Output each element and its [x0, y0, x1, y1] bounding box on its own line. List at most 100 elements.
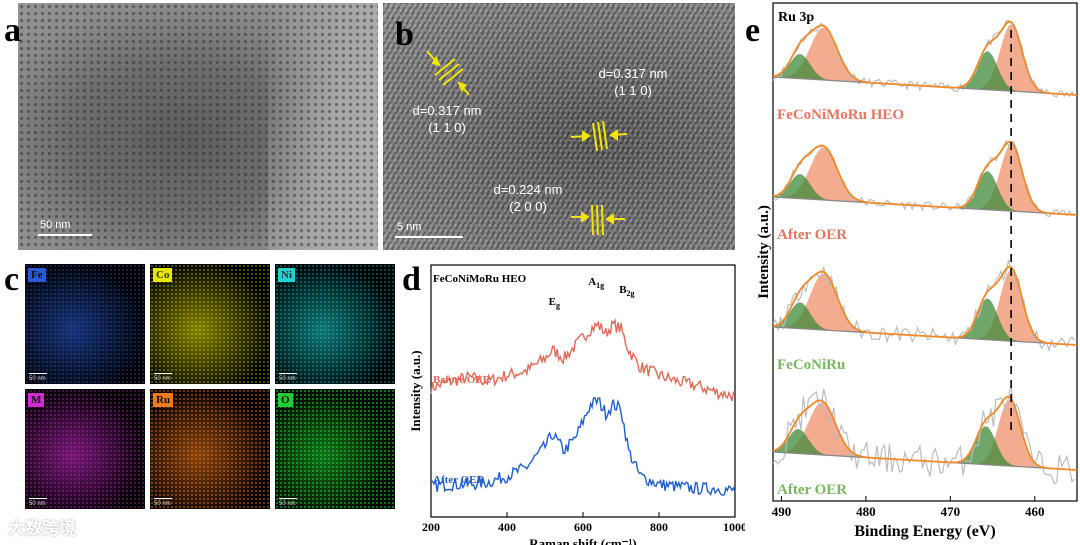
eds-map-co: Co 50 nm — [150, 264, 270, 384]
xps-ylabel: Intensity (a.u.) — [756, 205, 772, 299]
eds-scale-bar — [279, 373, 297, 374]
raman-xtick-label: 1000 — [723, 520, 745, 534]
xps-frame — [772, 2, 1078, 502]
scale-bar-b — [395, 236, 463, 238]
lattice-label-2: d=0.317 nm (1 1 0) — [598, 66, 668, 98]
xps-series-after-oer-2 — [772, 385, 1078, 485]
raman-ylabel: Intensity (a.u.) — [408, 350, 423, 431]
xps-fit-peak — [773, 302, 1077, 345]
raman-label-after: After OER — [433, 474, 485, 486]
xps-envelope — [772, 140, 1078, 216]
eds-map-label: Co — [153, 268, 173, 282]
eds-map-ni: Ni 50 nm — [275, 264, 395, 384]
hrtem-image-b: d=0.317 nm (1 1 0) d=0.317 nm (1 1 0) d=0.… — [383, 3, 735, 250]
lattice-label-3: d=0.224 nm (2 0 0) — [493, 182, 563, 214]
xps-title: Ru 3p — [778, 10, 814, 25]
lattice-label-1: d=0.317 nm (1 1 0) — [412, 103, 482, 135]
xps-series-feconiru — [772, 259, 1078, 353]
xps-fit-peak — [773, 399, 1077, 470]
eds-map-label: Ru — [153, 393, 174, 407]
eds-scale-bar — [29, 498, 47, 499]
eds-map-ru: Ru 50 nm — [150, 389, 270, 509]
peak-label-eg: Eg — [549, 296, 560, 310]
xps-fit-peak — [773, 174, 1077, 215]
xps-envelope — [772, 395, 1078, 471]
xps-xlabel: Binding Energy (eV) — [854, 523, 995, 540]
eds-scale-bar — [154, 498, 172, 499]
eds-scale-label: 50 nm — [29, 376, 46, 382]
xps-fit-peak — [773, 27, 1077, 95]
peak-label-a1g: A1g — [588, 276, 604, 290]
eds-map-label: O — [278, 393, 293, 407]
eds-map-shade — [25, 264, 145, 384]
xps-fit-peak — [773, 51, 1077, 95]
raman-xtick-label: 600 — [574, 520, 592, 534]
raman-series-before-oer — [430, 318, 736, 402]
eds-map-dots — [25, 264, 145, 384]
scale-label-b: 5 nm — [397, 221, 422, 233]
eds-scale-label: 50 nm — [154, 376, 171, 382]
xps-xtick-label: 460 — [1025, 504, 1045, 519]
xps-envelope — [772, 20, 1078, 96]
raman-chart: 200 400 600 800 1000 Raman shift (cm⁻¹) Intens… — [408, 264, 745, 545]
eds-map-label: M — [28, 393, 45, 407]
xps-series-after-oer-1 — [772, 139, 1078, 218]
panel-letter-e: e — [745, 12, 761, 49]
eds-scale-bar — [29, 373, 47, 374]
eds-scale-label: 50 nm — [29, 501, 46, 507]
eds-map-dots — [150, 264, 270, 384]
lattice-markers — [426, 50, 628, 236]
panel-letter-d: d — [402, 261, 421, 298]
xps-fit-peak — [773, 171, 1077, 215]
raman-title: FeCoNiMoRu HEO — [433, 273, 527, 285]
xps-fit-peak — [773, 147, 1077, 215]
xps-envelope — [772, 265, 1078, 346]
eds-map-shade — [25, 389, 145, 509]
raman-xlabel: Raman shift (cm⁻¹) — [529, 536, 637, 545]
panel-letter-a: a — [4, 12, 21, 49]
raman-label-before: Before OER — [433, 374, 492, 386]
xps-series-label: FeCoNiMoRu HEO — [777, 107, 904, 123]
eds-map-fe: Fe 50 nm — [25, 264, 145, 384]
xps-fit-peak — [773, 54, 1077, 95]
tem-image-a: 50 nm — [18, 3, 378, 250]
eds-scale-label: 50 nm — [154, 501, 171, 507]
xps-fit-peak — [773, 426, 1077, 470]
xps-fit-peak — [773, 402, 1077, 470]
eds-map-label: Ni — [278, 268, 295, 282]
xps-raw-data — [772, 385, 1075, 485]
xps-raw-data — [772, 259, 1075, 353]
eds-map-dots — [25, 389, 145, 509]
eds-map-dots — [150, 389, 270, 509]
eds-scale-label: 50 nm — [279, 376, 296, 382]
watermark: 大数跨境 — [8, 519, 76, 539]
eds-scale-bar — [279, 498, 297, 499]
raman-xtick-label: 800 — [650, 520, 668, 534]
xps-xtick-label: 470 — [941, 504, 961, 519]
xps-xtick-label: 490 — [772, 504, 792, 519]
xps-xtick-label: 480 — [856, 504, 876, 519]
eds-map-dots — [275, 264, 395, 384]
peak-label-b2g: B2g — [619, 284, 634, 298]
hrtem-noise — [383, 3, 735, 250]
panel-letter-b: b — [395, 16, 414, 53]
panel-letter-c: c — [4, 261, 20, 298]
xps-series-label: After OER — [777, 227, 847, 243]
raman-xtick-label: 200 — [422, 520, 440, 534]
raman-xtick-label: 400 — [498, 520, 516, 534]
xps-chart: 490 480 470 460 Binding Energy (eV) Intensity… — [756, 2, 1078, 540]
xps-fit-peak — [773, 273, 1077, 345]
eds-map-label: Fe — [28, 268, 46, 282]
xps-series-feconimoru-heo — [772, 19, 1078, 98]
eds-map-m: M 50 nm — [25, 389, 145, 509]
eds-scale-label: 50 nm — [279, 501, 296, 507]
scale-bar-a — [38, 234, 92, 236]
xps-fit-peak — [773, 298, 1077, 345]
xps-fit-peak — [773, 429, 1077, 470]
eds-map-o: O 50 nm — [275, 389, 395, 509]
xps-series-label: After OER — [777, 482, 847, 498]
eds-scale-bar — [154, 373, 172, 374]
tem-texture — [18, 3, 378, 250]
scale-label-a: 50 nm — [40, 219, 71, 231]
eds-map-shade — [275, 264, 395, 384]
